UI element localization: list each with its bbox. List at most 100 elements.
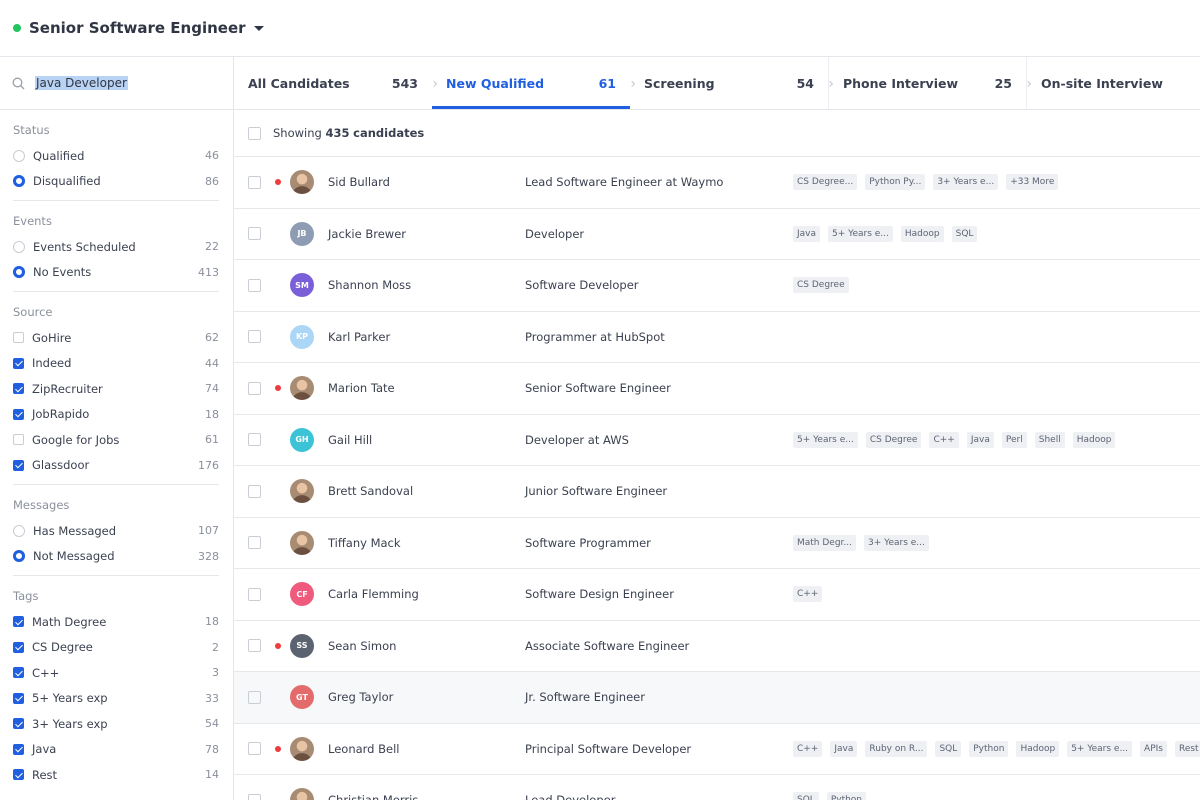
checkbox[interactable] <box>13 769 24 781</box>
row-checkbox[interactable] <box>248 227 261 241</box>
candidate-name[interactable]: Sid Bullard <box>328 175 390 190</box>
checkbox[interactable] <box>13 332 24 344</box>
candidate-name[interactable]: Brett Sandoval <box>328 484 414 499</box>
row-checkbox[interactable] <box>248 587 261 601</box>
candidate-name[interactable]: Tiffany Mack <box>328 535 401 550</box>
tag-chip: 5+ Years e... <box>828 225 893 242</box>
filter-option[interactable]: Not Messaged 328 <box>13 544 219 570</box>
filter-option[interactable]: No Events 413 <box>13 260 219 286</box>
candidate-row[interactable]: GT Greg Taylor Jr. Software Engineer <box>234 672 1200 724</box>
candidate-row[interactable]: Christian Morris Lead Developer SQL Python <box>234 775 1200 800</box>
select-all-checkbox[interactable] <box>248 126 261 140</box>
tab-all-candidates[interactable]: All Candidates 543 › <box>234 57 438 109</box>
filter-option-label: Google for Jobs <box>32 432 120 447</box>
filter-option[interactable]: Rest 14 <box>13 762 219 788</box>
chevron-right-icon: › <box>432 76 438 92</box>
checkbox[interactable] <box>13 641 24 653</box>
filter-option[interactable]: Has Messaged 107 <box>13 518 219 544</box>
radio-button[interactable] <box>13 240 25 253</box>
tab-new-qualified[interactable]: New Qualified 61 › <box>432 57 636 109</box>
checkbox[interactable] <box>13 743 24 755</box>
row-checkbox[interactable] <box>248 742 261 756</box>
filter-option-label: Java <box>32 742 57 757</box>
job-title[interactable]: Senior Software Engineer <box>29 19 246 37</box>
candidate-name[interactable]: Sean Simon <box>328 638 397 653</box>
filter-option[interactable]: Math Degree 18 <box>13 609 219 635</box>
candidate-name[interactable]: Marion Tate <box>328 381 395 396</box>
checkbox[interactable] <box>13 434 24 446</box>
candidate-row[interactable]: CF Carla Flemming Software Design Engineer… <box>234 569 1200 621</box>
row-checkbox[interactable] <box>248 793 261 800</box>
filter-option[interactable]: JobRapido 18 <box>13 402 219 428</box>
tab-on-site-interview[interactable]: On-site Interview1 <box>1026 57 1200 109</box>
candidate-row[interactable]: SM Shannon Moss Software Developer CS Degre… <box>234 260 1200 312</box>
filter-option-label: Has Messaged <box>33 523 117 538</box>
candidate-row[interactable]: Leonard Bell Principal Software Developer… <box>234 724 1200 775</box>
checkbox[interactable] <box>13 718 24 730</box>
candidate-name[interactable]: Carla Flemming <box>328 587 419 602</box>
search-bar[interactable]: Java Developer <box>0 57 233 110</box>
candidate-name[interactable]: Christian Morris <box>328 793 418 800</box>
chevron-down-icon[interactable] <box>253 25 264 31</box>
checkbox[interactable] <box>13 383 24 395</box>
filter-option[interactable]: C++ 3 <box>13 660 219 686</box>
filter-option[interactable]: Glassdoor 176 <box>13 453 219 479</box>
tab-label: Phone Interview <box>843 75 959 91</box>
radio-button[interactable] <box>13 175 25 188</box>
filter-option-label: Math Degree <box>32 614 107 629</box>
candidate-row[interactable]: Marion Tate Senior Software Engineer <box>234 363 1200 415</box>
candidate-name[interactable]: Leonard Bell <box>328 741 400 756</box>
tag-chip[interactable]: +33 More <box>1006 174 1059 191</box>
checkbox[interactable] <box>13 616 24 628</box>
candidate-row[interactable]: SS Sean Simon Associate Software Engineer <box>234 621 1200 672</box>
filter-option[interactable]: ZipRecruiter 74 <box>13 376 219 402</box>
checkbox[interactable] <box>13 408 24 420</box>
avatar-initials: KP <box>290 324 314 349</box>
tag-chip: CS Degree... <box>793 174 858 191</box>
checkbox[interactable] <box>13 692 24 704</box>
search-input[interactable]: Java Developer <box>35 76 128 90</box>
row-checkbox[interactable] <box>248 484 261 498</box>
candidate-row[interactable]: JB Jackie Brewer Developer Java 5+ Years e..… <box>234 209 1200 260</box>
candidate-name[interactable]: Karl Parker <box>328 329 391 344</box>
candidate-name[interactable]: Jackie Brewer <box>328 226 406 241</box>
checkbox[interactable] <box>13 667 24 679</box>
candidate-tags: 5+ Years e... CS Degree C++ Java Perl Shell Ha… <box>793 431 1116 448</box>
row-checkbox[interactable] <box>248 536 261 550</box>
radio-button[interactable] <box>13 149 25 162</box>
filter-option[interactable]: Google for Jobs 61 <box>13 427 219 453</box>
candidate-name[interactable]: Gail Hill <box>328 432 373 447</box>
filter-option[interactable]: Disqualified 86 <box>13 169 219 195</box>
filter-option[interactable]: GoHire 62 <box>13 325 219 351</box>
row-checkbox[interactable] <box>248 639 261 653</box>
filter-option[interactable]: Java 78 <box>13 737 219 763</box>
filter-option[interactable]: 3+ Years exp 54 <box>13 711 219 737</box>
tab-screening[interactable]: Screening 54 › <box>630 57 834 109</box>
candidate-name[interactable]: Shannon Moss <box>328 278 412 293</box>
candidate-row[interactable]: Sid Bullard Lead Software Engineer at Way… <box>234 157 1200 209</box>
candidate-title: Lead Software Engineer at Waymo <box>525 175 724 190</box>
radio-button[interactable] <box>13 524 25 537</box>
row-checkbox[interactable] <box>248 690 261 704</box>
candidate-row[interactable]: Brett Sandoval Junior Software Engineer <box>234 466 1200 518</box>
row-checkbox[interactable] <box>248 381 261 395</box>
checkbox[interactable] <box>13 357 24 369</box>
candidate-row[interactable]: Tiffany Mack Software Programmer Math Degr… <box>234 518 1200 569</box>
row-checkbox[interactable] <box>248 175 261 189</box>
row-checkbox[interactable] <box>248 278 261 292</box>
candidate-row[interactable]: KP Karl Parker Programmer at HubSpot <box>234 312 1200 363</box>
filter-option[interactable]: CS Degree 2 <box>13 635 219 661</box>
radio-button[interactable] <box>13 266 25 279</box>
candidate-row[interactable]: GH Gail Hill Developer at AWS 5+ Years e...… <box>234 415 1200 466</box>
filter-option[interactable]: 5+ Years exp 33 <box>13 686 219 712</box>
filter-option[interactable]: Events Scheduled 22 <box>13 234 219 260</box>
filter-option[interactable]: Indeed 44 <box>13 351 219 377</box>
row-checkbox[interactable] <box>248 330 261 344</box>
row-checkbox[interactable] <box>248 433 261 447</box>
checkbox[interactable] <box>13 459 24 471</box>
tag-chip: Perl <box>1001 431 1027 448</box>
filter-option[interactable]: Qualified 46 <box>13 143 219 169</box>
radio-button[interactable] <box>13 550 25 563</box>
candidate-name[interactable]: Greg Taylor <box>328 690 394 705</box>
tab-phone-interview[interactable]: Phone Interview 25 › <box>828 57 1032 109</box>
